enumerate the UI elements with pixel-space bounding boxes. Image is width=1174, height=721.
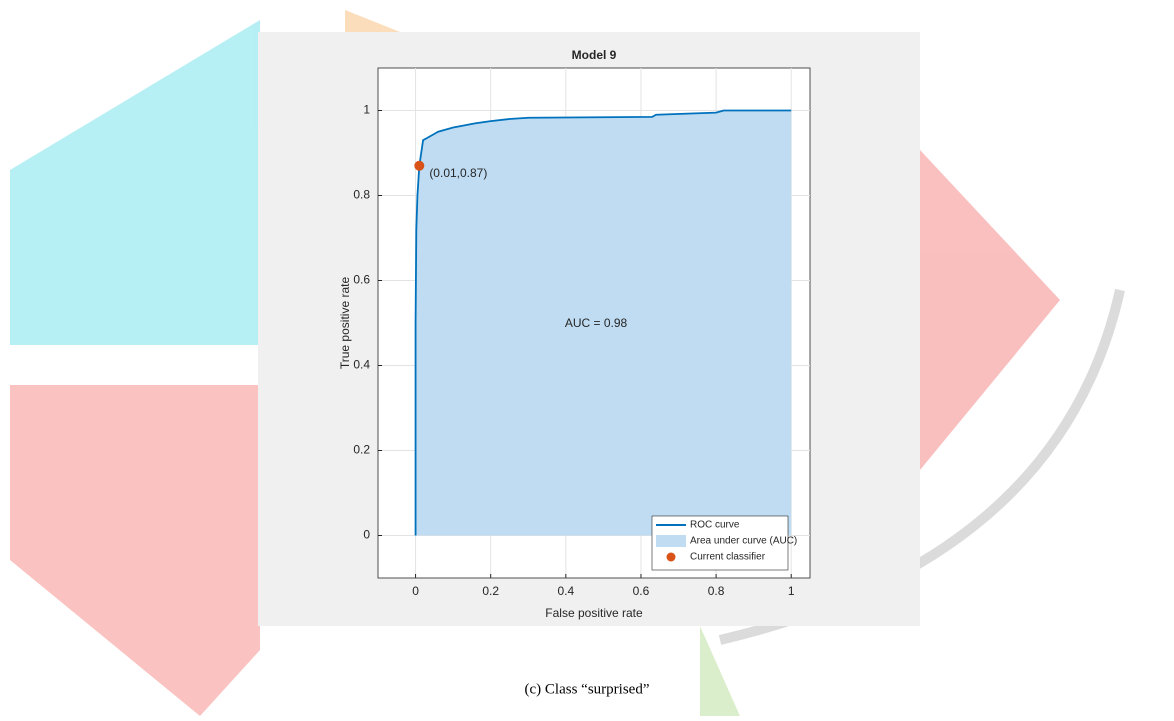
- x-tick-label: 0.6: [633, 584, 650, 598]
- y-tick-label: 0.8: [353, 188, 370, 202]
- y-tick-label: 0: [363, 528, 370, 542]
- legend-label: Current classifier: [690, 552, 766, 563]
- x-tick-label: 0.2: [482, 584, 499, 598]
- auc-annotation: AUC = 0.98: [565, 316, 628, 330]
- legend-label: ROC curve: [690, 520, 740, 531]
- marker-label: (0.01,0.87): [429, 166, 487, 180]
- x-axis-label: False positive rate: [545, 606, 643, 620]
- y-tick-label: 0.4: [353, 358, 370, 372]
- caption: (c) Class “surprised”: [525, 681, 650, 697]
- x-tick-label: 1: [788, 584, 795, 598]
- legend-label: Area under curve (AUC): [690, 536, 797, 547]
- x-tick-label: 0.4: [557, 584, 574, 598]
- x-tick-label: 0.8: [708, 584, 725, 598]
- legend-swatch: [656, 535, 686, 547]
- current-classifier: [414, 161, 424, 171]
- legend-swatch: [667, 553, 676, 562]
- chart-title: Model 9: [572, 48, 617, 62]
- y-tick-label: 0.2: [353, 443, 370, 457]
- y-tick-label: 1: [363, 103, 370, 117]
- x-tick-label: 0: [412, 584, 419, 598]
- page: Model 9 False positive rate True positiv…: [0, 0, 1174, 716]
- y-axis-label: True positive rate: [338, 277, 352, 370]
- y-tick-label: 0.6: [353, 273, 370, 287]
